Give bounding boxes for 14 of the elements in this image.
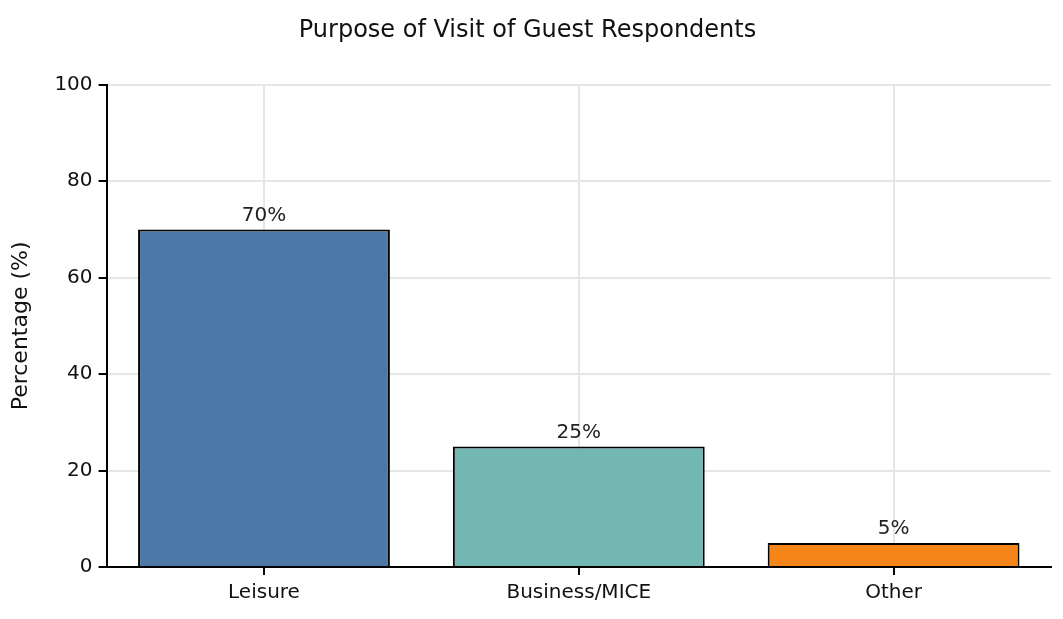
chart-title: Purpose of Visit of Guest Respondents (298, 14, 757, 43)
x-tick-label: Business/MICE (506, 579, 652, 604)
data-label: 70% (241, 201, 287, 226)
y-tick-label: 0 (79, 553, 93, 578)
y-axis-title: Percentage (%) (6, 241, 32, 411)
y-tick-label: 20 (67, 456, 93, 481)
data-label: 5% (877, 515, 910, 540)
y-tick-label: 40 (67, 360, 93, 385)
data-label: 25% (556, 418, 602, 443)
y-tick-label: 60 (67, 263, 93, 288)
y-tick-label: 100 (54, 71, 93, 95)
x-tick-label: Leisure (228, 579, 300, 604)
x-tick-label: Other (865, 579, 923, 604)
y-tick-label: 80 (67, 167, 93, 192)
